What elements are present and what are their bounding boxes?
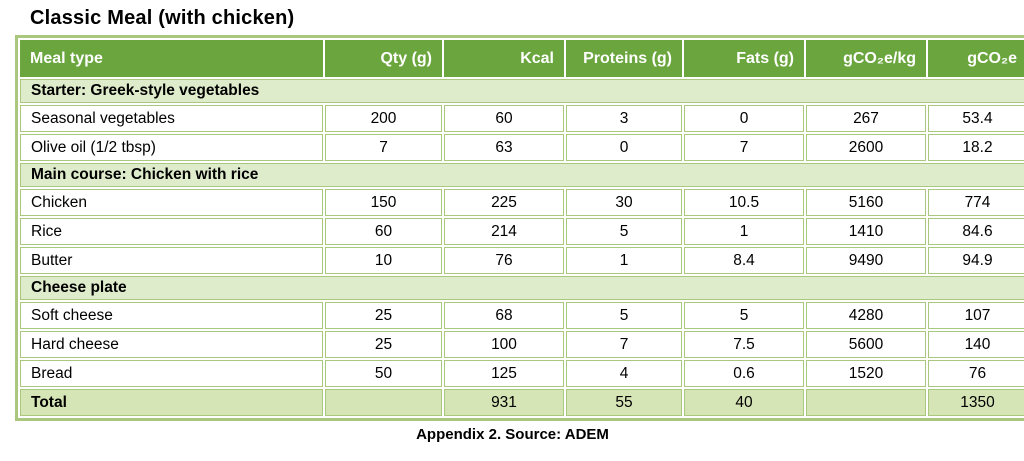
value-cell: 107: [928, 302, 1024, 329]
value-cell: 30: [566, 189, 682, 216]
section-label: Main course: Chicken with rice: [20, 163, 1024, 187]
value-cell: 10.5: [684, 189, 804, 216]
value-cell: 1: [566, 247, 682, 274]
meal-name-cell: Bread: [20, 360, 323, 387]
total-row: Total 931 55 40 1350: [20, 389, 1024, 416]
column-header-fats: Fats (g): [684, 40, 804, 77]
value-cell: 40: [684, 389, 804, 416]
value-cell: 5: [684, 302, 804, 329]
page-title: Classic Meal (with chicken): [30, 7, 295, 29]
value-cell: 8.4: [684, 247, 804, 274]
value-cell: 68: [444, 302, 564, 329]
value-cell: 100: [444, 331, 564, 358]
table-row: Bread 50 125 4 0.6 1520 76: [20, 360, 1024, 387]
value-cell: 931: [444, 389, 564, 416]
value-cell: 0: [684, 105, 804, 132]
table-row: Soft cheese 25 68 5 5 4280 107: [20, 302, 1024, 329]
value-cell: 1520: [806, 360, 926, 387]
value-cell: 1410: [806, 218, 926, 245]
value-cell: 5600: [806, 331, 926, 358]
value-cell: 4280: [806, 302, 926, 329]
value-cell: 84.6: [928, 218, 1024, 245]
value-cell: 7.5: [684, 331, 804, 358]
table-row: Rice 60 214 5 1 1410 84.6: [20, 218, 1024, 245]
value-cell: 214: [444, 218, 564, 245]
value-cell: 3: [566, 105, 682, 132]
value-cell: 140: [928, 331, 1024, 358]
column-header-qty: Qty (g): [325, 40, 442, 77]
total-label-cell: Total: [20, 389, 323, 416]
value-cell: 200: [325, 105, 442, 132]
value-cell: 60: [444, 105, 564, 132]
value-cell: 50: [325, 360, 442, 387]
section-row: Starter: Greek-style vegetables: [20, 79, 1024, 103]
header-row: Meal type Qty (g) Kcal Proteins (g) Fats…: [20, 40, 1024, 77]
table-caption: Appendix 2. Source: ADEM: [416, 426, 609, 443]
value-cell: [325, 389, 442, 416]
value-cell: 76: [444, 247, 564, 274]
section-row: Cheese plate: [20, 276, 1024, 300]
column-header-meal-type: Meal type: [20, 40, 323, 77]
section-label: Starter: Greek-style vegetables: [20, 79, 1024, 103]
value-cell: 60: [325, 218, 442, 245]
section-label: Cheese plate: [20, 276, 1024, 300]
meal-name-cell: Rice: [20, 218, 323, 245]
value-cell: [806, 389, 926, 416]
value-cell: 5: [566, 218, 682, 245]
column-header-proteins: Proteins (g): [566, 40, 682, 77]
value-cell: 5: [566, 302, 682, 329]
value-cell: 10: [325, 247, 442, 274]
value-cell: 1350: [928, 389, 1024, 416]
value-cell: 4: [566, 360, 682, 387]
value-cell: 774: [928, 189, 1024, 216]
value-cell: 7: [566, 331, 682, 358]
table-row: Olive oil (1/2 tbsp) 7 63 0 7 2600 18.2: [20, 134, 1024, 161]
table-header: Meal type Qty (g) Kcal Proteins (g) Fats…: [20, 40, 1024, 77]
section-row: Main course: Chicken with rice: [20, 163, 1024, 187]
column-header-kcal: Kcal: [444, 40, 564, 77]
meal-name-cell: Seasonal vegetables: [20, 105, 323, 132]
document-page: Classic Meal (with chicken) Meal type Qt…: [15, 7, 1024, 443]
value-cell: 94.9: [928, 247, 1024, 274]
value-cell: 125: [444, 360, 564, 387]
value-cell: 1: [684, 218, 804, 245]
value-cell: 150: [325, 189, 442, 216]
value-cell: 63: [444, 134, 564, 161]
value-cell: 53.4: [928, 105, 1024, 132]
meal-name-cell: Butter: [20, 247, 323, 274]
value-cell: 5160: [806, 189, 926, 216]
value-cell: 267: [806, 105, 926, 132]
meal-name-cell: Olive oil (1/2 tbsp): [20, 134, 323, 161]
meal-name-cell: Soft cheese: [20, 302, 323, 329]
table-body: Starter: Greek-style vegetables Seasonal …: [20, 79, 1024, 416]
table-row: Hard cheese 25 100 7 7.5 5600 140: [20, 331, 1024, 358]
value-cell: 0: [566, 134, 682, 161]
value-cell: 2600: [806, 134, 926, 161]
column-header-gco2e-kg: gCO₂e/kg: [806, 40, 926, 77]
value-cell: 7: [684, 134, 804, 161]
value-cell: 9490: [806, 247, 926, 274]
meal-name-cell: Hard cheese: [20, 331, 323, 358]
table-row: Seasonal vegetables 200 60 3 0 267 53.4: [20, 105, 1024, 132]
value-cell: 55: [566, 389, 682, 416]
table-row: Chicken 150 225 30 10.5 5160 774: [20, 189, 1024, 216]
table-row: Butter 10 76 1 8.4 9490 94.9: [20, 247, 1024, 274]
value-cell: 7: [325, 134, 442, 161]
value-cell: 25: [325, 302, 442, 329]
value-cell: 18.2: [928, 134, 1024, 161]
meal-table: Meal type Qty (g) Kcal Proteins (g) Fats…: [15, 35, 1024, 421]
column-header-gco2e: gCO₂e: [928, 40, 1024, 77]
value-cell: 225: [444, 189, 564, 216]
value-cell: 25: [325, 331, 442, 358]
value-cell: 0.6: [684, 360, 804, 387]
value-cell: 76: [928, 360, 1024, 387]
meal-name-cell: Chicken: [20, 189, 323, 216]
